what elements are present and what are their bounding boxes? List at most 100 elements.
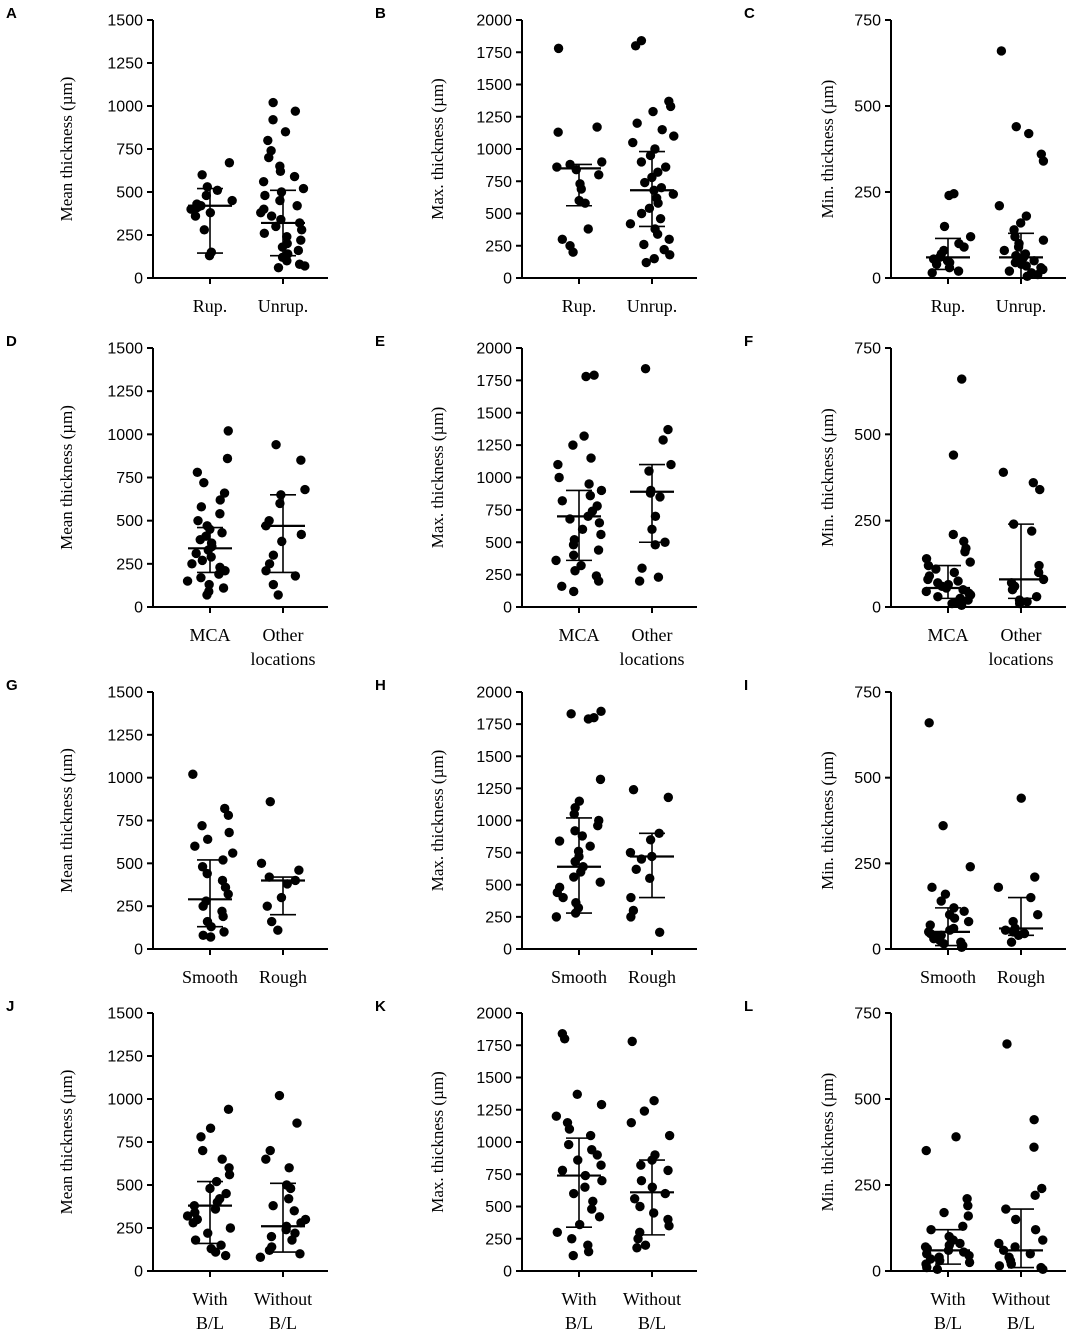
data-point: [255, 1252, 266, 1262]
data-point: [1033, 269, 1043, 280]
chart-panel-L: L Min. thickness (µm) 0 250 500 750 With B/L Wit…: [744, 998, 1066, 1333]
data-point: [276, 187, 287, 197]
y-tick-label: 1000: [107, 1092, 143, 1109]
y-tick-label: 1000: [476, 470, 512, 487]
data-point: [932, 1264, 943, 1274]
y-tick-label: 500: [485, 877, 512, 894]
data-point: [261, 566, 271, 576]
y-axis-label: Mean thickness (µm): [57, 748, 76, 893]
data-point: [577, 524, 588, 534]
data-point: [206, 552, 216, 562]
y-axis-label: Max. thickness (µm): [428, 407, 447, 549]
data-point: [204, 579, 214, 590]
y-tick-label: 2000: [476, 13, 512, 30]
y-tick-label: 250: [116, 899, 143, 916]
data-point: [210, 1247, 221, 1257]
data-point: [225, 1223, 236, 1233]
y-tick-label: 250: [485, 567, 512, 584]
data-point: [663, 1165, 673, 1176]
data-point: [258, 176, 269, 187]
data-point: [1004, 266, 1015, 276]
y-tick-label: 500: [854, 427, 881, 444]
data-point: [573, 1155, 583, 1165]
data-point: [199, 477, 209, 488]
data-point: [268, 115, 278, 125]
data-point: [664, 234, 674, 244]
data-point: [1038, 1264, 1048, 1274]
panel-letter: L: [744, 998, 753, 1015]
y-tick-label: 2000: [476, 685, 512, 702]
data-point: [268, 579, 279, 590]
data-point: [570, 566, 580, 576]
data-point: [965, 557, 975, 567]
data-point: [1021, 211, 1032, 221]
data-point: [664, 1130, 675, 1141]
data-point: [658, 435, 668, 445]
y-tick-label: 750: [485, 502, 512, 519]
data-point: [588, 1196, 598, 1207]
data-point: [923, 560, 934, 571]
y-tick-label: 1500: [107, 685, 143, 702]
data-point: [188, 1218, 198, 1228]
data-point: [636, 157, 647, 167]
data-point: [1010, 232, 1020, 242]
y-tick-label: 2000: [476, 341, 512, 358]
y-tick-label: 1250: [476, 438, 512, 455]
panel-letter: B: [375, 5, 386, 22]
data-point: [287, 1235, 297, 1245]
y-tick-label: 0: [134, 600, 143, 617]
y-tick-label: 1250: [107, 384, 143, 401]
data-point: [198, 1145, 208, 1156]
data-point: [223, 810, 234, 821]
y-tick-label: 1500: [107, 341, 143, 358]
x-category-label: Rup.: [931, 296, 966, 316]
data-point: [594, 170, 604, 180]
x-category-label: Other: [1001, 625, 1042, 645]
data-point: [922, 1262, 932, 1273]
data-point: [553, 43, 564, 54]
y-tick-label: 0: [503, 600, 512, 617]
y-tick-label: 0: [503, 1264, 512, 1281]
x-category-label: Rup.: [562, 296, 597, 316]
data-point: [196, 502, 207, 512]
y-tick-label: 0: [134, 942, 143, 959]
data-point: [960, 547, 970, 557]
data-point: [962, 1194, 972, 1204]
data-point: [268, 97, 278, 108]
chart-panel-E: E Max. thickness (µm) 0 250 500 750 1000 1250 15…: [375, 333, 697, 669]
y-tick-label: 250: [485, 1231, 512, 1248]
data-point: [581, 371, 591, 382]
data-point: [655, 492, 665, 502]
x-category-label: Rough: [628, 967, 676, 987]
data-point: [655, 213, 666, 224]
data-point: [224, 827, 234, 838]
data-point: [569, 1188, 579, 1199]
data-point: [224, 1169, 235, 1180]
data-point: [274, 1090, 285, 1101]
data-point: [596, 529, 606, 540]
data-point: [198, 930, 208, 940]
data-point: [554, 836, 565, 846]
data-point: [268, 1200, 278, 1211]
y-tick-label: 0: [872, 1264, 881, 1281]
data-point: [196, 572, 206, 583]
y-axis-label: Max. thickness (µm): [428, 750, 447, 892]
chart-panel-I: I Min. thickness (µm) 0 250 500 750 Smooth Roug…: [744, 677, 1066, 987]
data-point: [569, 586, 579, 597]
data-point: [645, 488, 656, 498]
y-tick-label: 1250: [107, 727, 143, 744]
x-category-label: Smooth: [182, 967, 238, 987]
data-point: [663, 424, 673, 435]
data-point: [1033, 567, 1044, 578]
data-point: [955, 1238, 965, 1249]
x-category-label: Unrup.: [996, 296, 1047, 316]
panel-letter: K: [375, 998, 386, 1015]
x-category-label: locations: [989, 649, 1054, 669]
chart-panel-K: K Max. thickness (µm) 0 250 500 750 1000 1250 15…: [375, 998, 697, 1333]
data-point: [657, 124, 667, 135]
data-point: [1001, 1204, 1011, 1214]
x-category-label: B/L: [934, 1313, 962, 1333]
data-point: [224, 1163, 234, 1173]
y-tick-label: 1000: [476, 1135, 512, 1152]
data-point: [1016, 793, 1026, 803]
